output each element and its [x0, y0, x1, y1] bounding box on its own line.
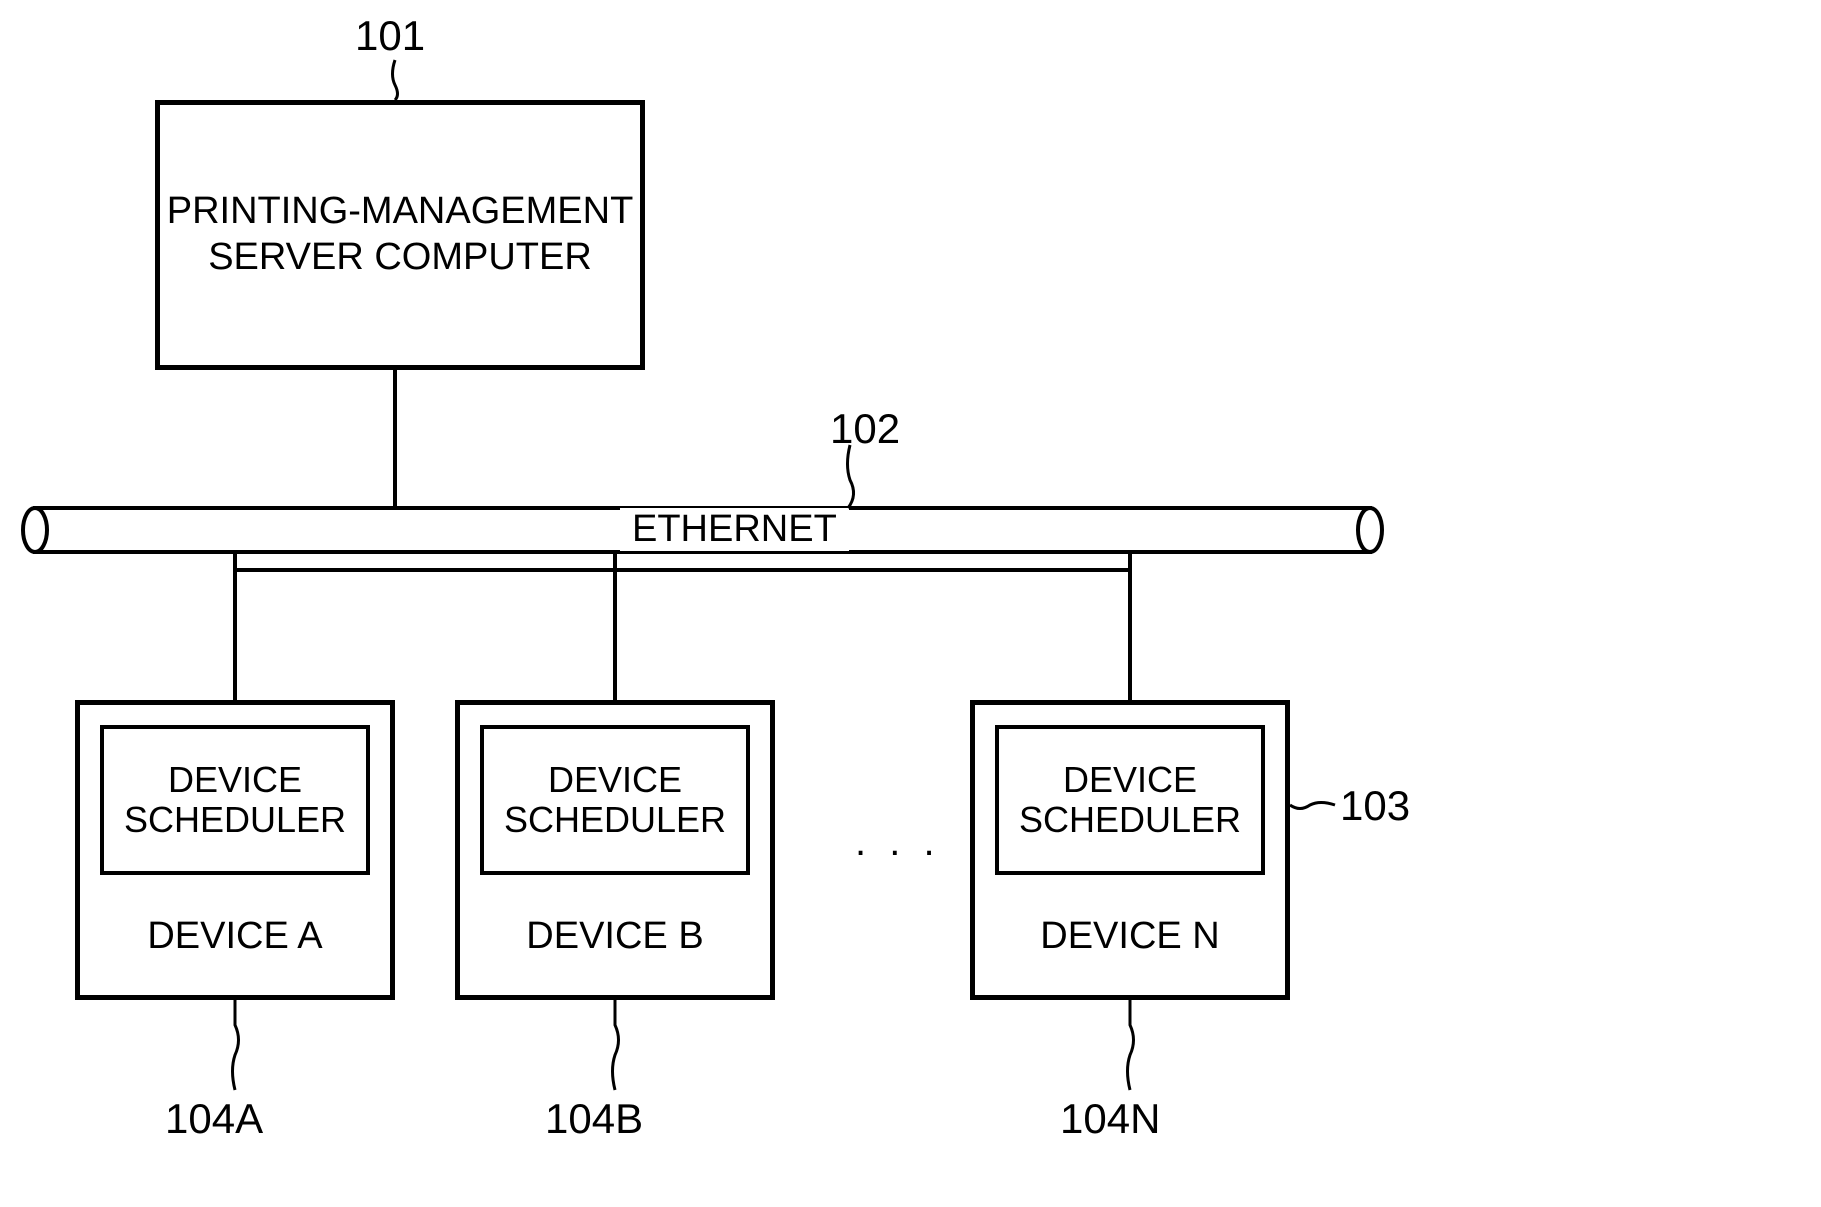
device-a-scheduler: DEVICE SCHEDULER	[100, 725, 370, 875]
device-n-node: DEVICE SCHEDULER DEVICE N	[970, 700, 1290, 1000]
ref-104b: 104B	[545, 1095, 643, 1143]
device-b-node: DEVICE SCHEDULER DEVICE B	[455, 700, 775, 1000]
ellipsis: . . .	[855, 820, 941, 865]
ref-104n: 104N	[1060, 1095, 1160, 1143]
device-n-label: DEVICE N	[1040, 915, 1219, 957]
device-n-scheduler-line1: DEVICE	[1063, 760, 1197, 800]
device-a-scheduler-line1: DEVICE	[168, 760, 302, 800]
device-n-scheduler: DEVICE SCHEDULER	[995, 725, 1265, 875]
device-a-label: DEVICE A	[147, 915, 322, 957]
device-b-scheduler: DEVICE SCHEDULER	[480, 725, 750, 875]
device-a-node: DEVICE SCHEDULER DEVICE A	[75, 700, 395, 1000]
device-b-scheduler-line2: SCHEDULER	[504, 800, 726, 840]
server-label-line2: SERVER COMPUTER	[208, 236, 592, 278]
device-b-label: DEVICE B	[526, 915, 703, 957]
device-n-scheduler-line2: SCHEDULER	[1019, 800, 1241, 840]
ref-104a: 104A	[165, 1095, 263, 1143]
device-b-scheduler-line1: DEVICE	[548, 760, 682, 800]
ref-101: 101	[355, 12, 425, 60]
device-a-scheduler-line2: SCHEDULER	[124, 800, 346, 840]
ref-103: 103	[1340, 782, 1410, 830]
server-label-line1: PRINTING-MANAGEMENT	[167, 190, 634, 232]
ethernet-label: ETHERNET	[620, 508, 849, 551]
server-node: PRINTING-MANAGEMENT SERVER COMPUTER	[155, 100, 645, 370]
ref-102: 102	[830, 405, 900, 453]
